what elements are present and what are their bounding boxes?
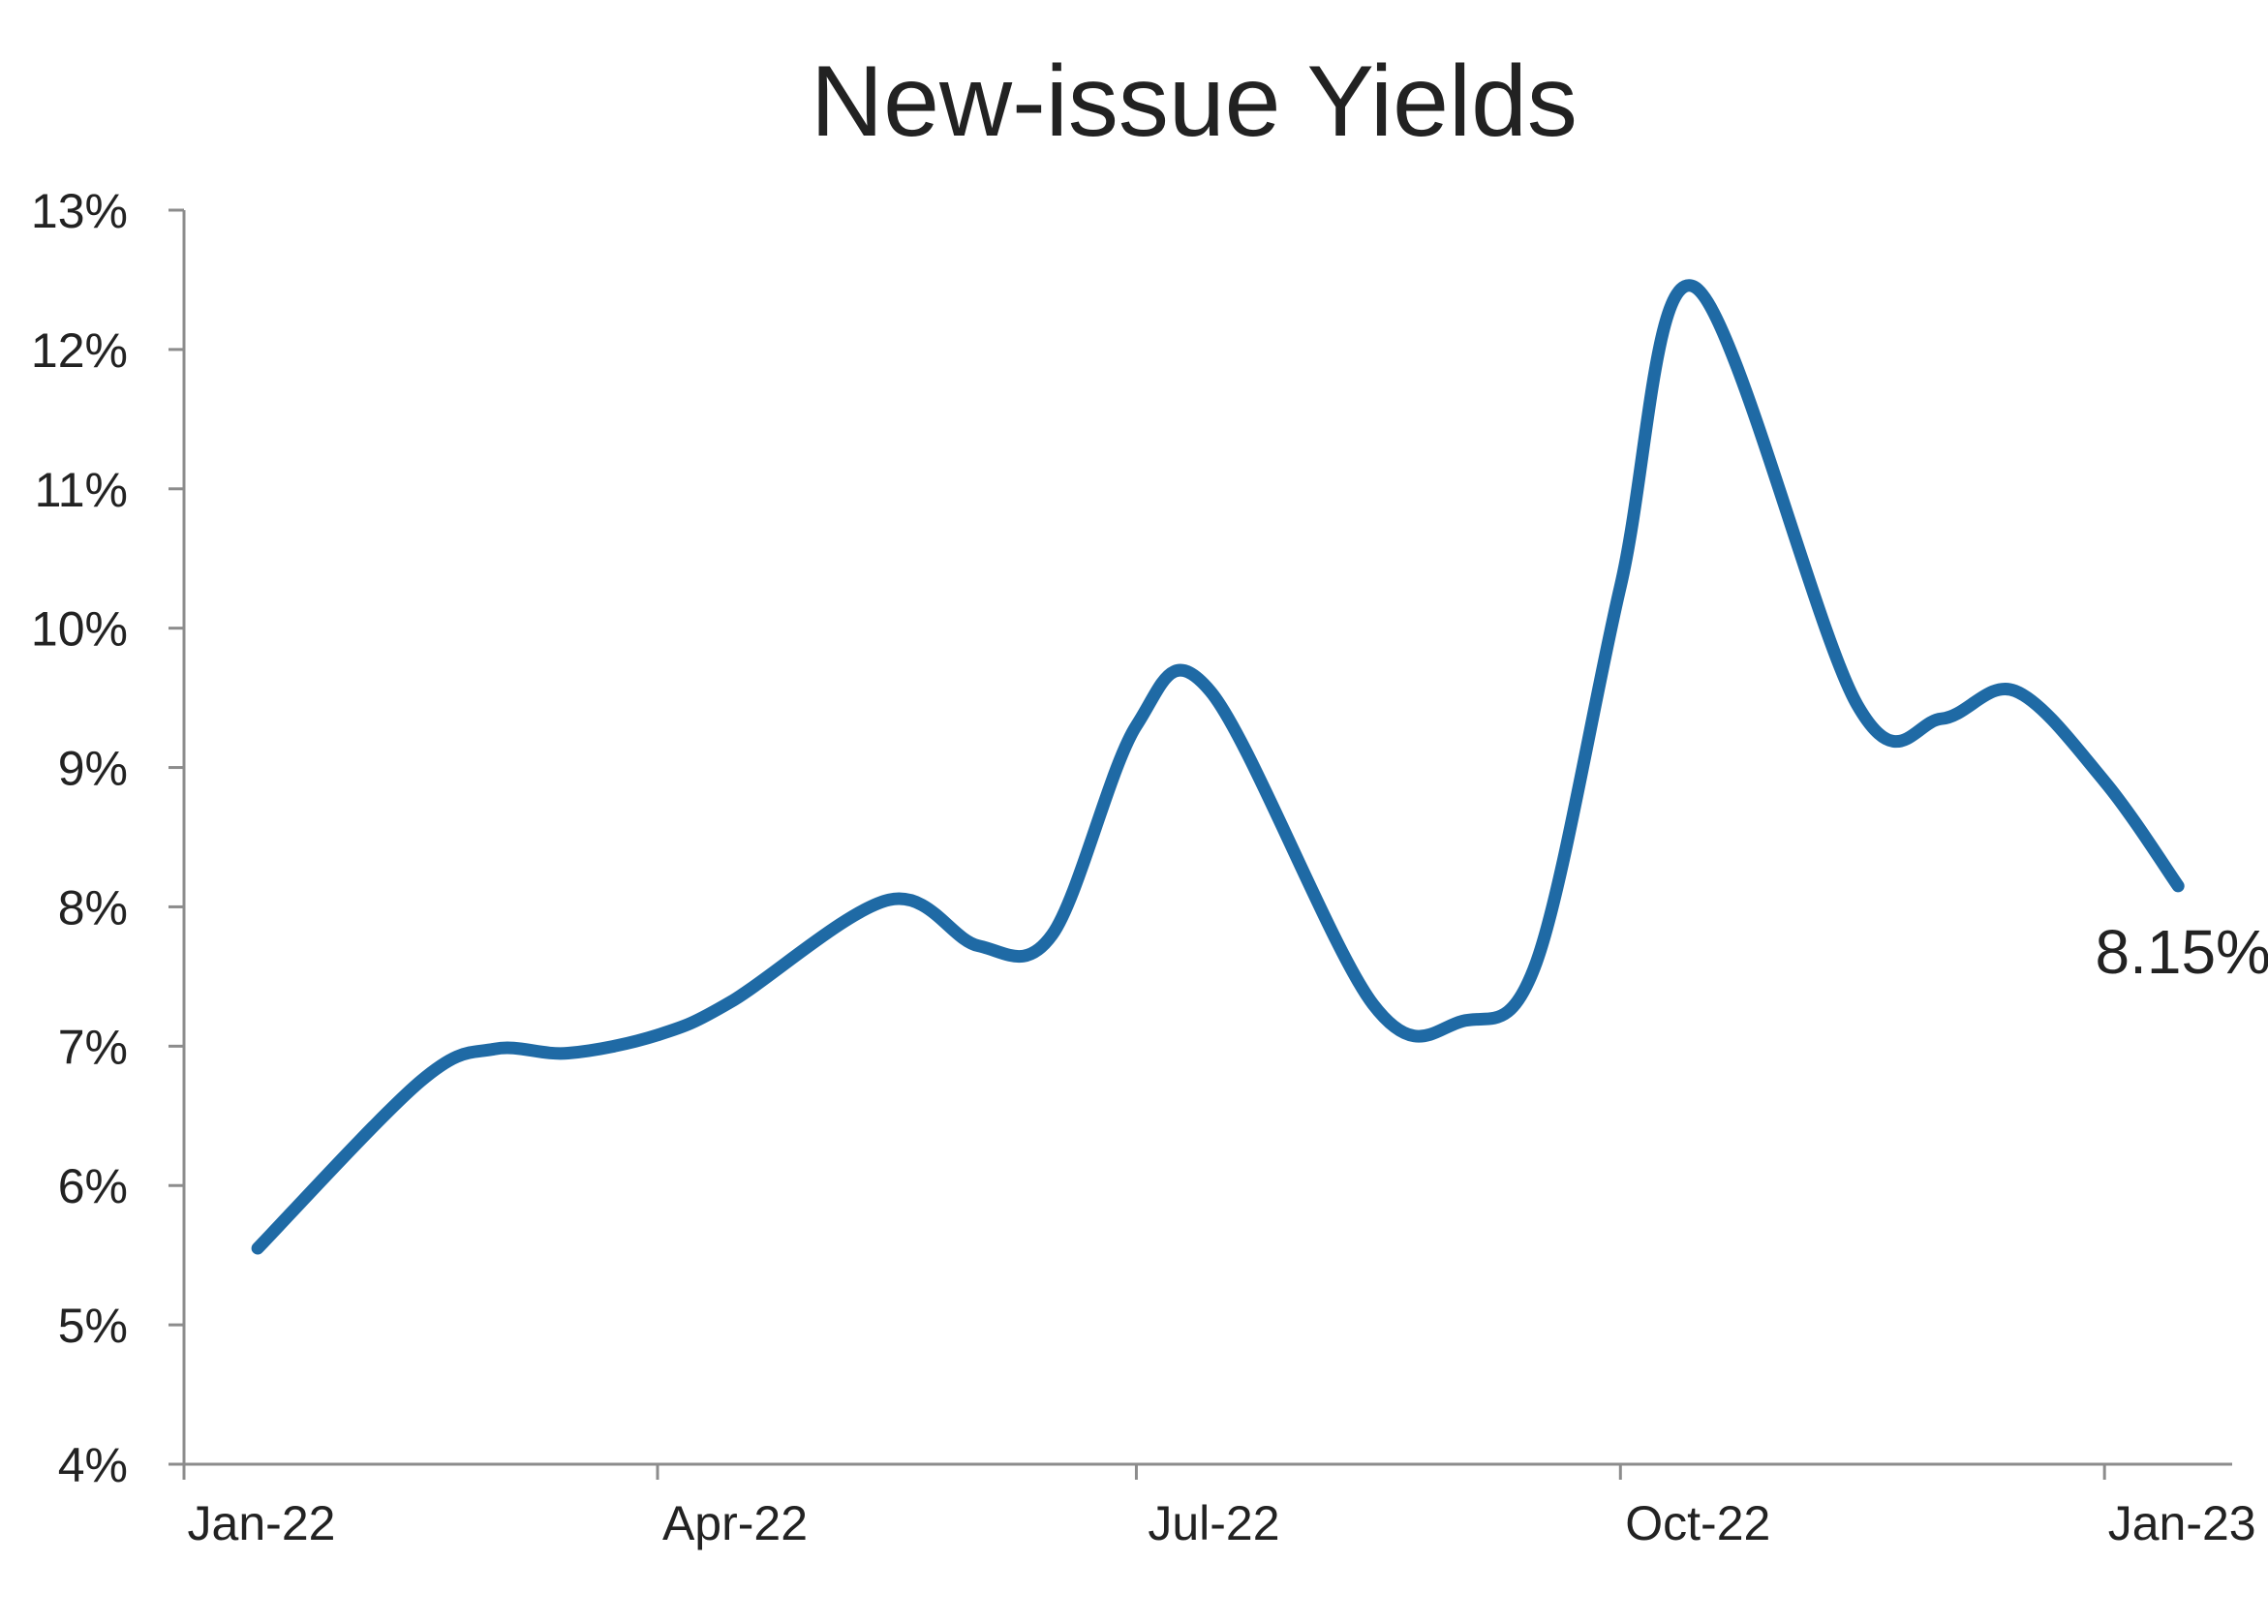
x-tick-label: Jan-22 [188, 1496, 336, 1550]
y-tick-label: 9% [58, 742, 128, 796]
y-tick-label: 8% [58, 880, 128, 935]
series-layer [251, 279, 2185, 1255]
end-value-label: 8.15% [2095, 917, 2268, 987]
x-tick-label: Oct-22 [1625, 1496, 1770, 1550]
y-tick-label: 7% [58, 1020, 128, 1074]
y-axis: 4% 5% 6% 7% 8% 9% 10% 11% 12% 13% [31, 184, 186, 1492]
x-tick-label: Jan-23 [2108, 1496, 2256, 1550]
y-tick-label: 12% [31, 323, 128, 378]
y-tick-label: 4% [58, 1438, 128, 1492]
x-tick-label: Apr-22 [662, 1496, 808, 1550]
chart-title: New-issue Yields [811, 46, 1578, 158]
y-tick-label: 11% [35, 463, 128, 517]
x-axis: Jan-22 Apr-22 Jul-22 Oct-22 Jan-23 [182, 1462, 2256, 1550]
x-tick-label: Jul-22 [1148, 1496, 1279, 1550]
series-line [251, 279, 2185, 1255]
y-tick-label: 6% [58, 1159, 128, 1213]
y-tick-label: 10% [31, 602, 128, 657]
y-tick-label: 5% [58, 1299, 128, 1353]
annotation-layer: 8.15% [2095, 917, 2268, 987]
y-tick-label: 13% [31, 184, 128, 238]
